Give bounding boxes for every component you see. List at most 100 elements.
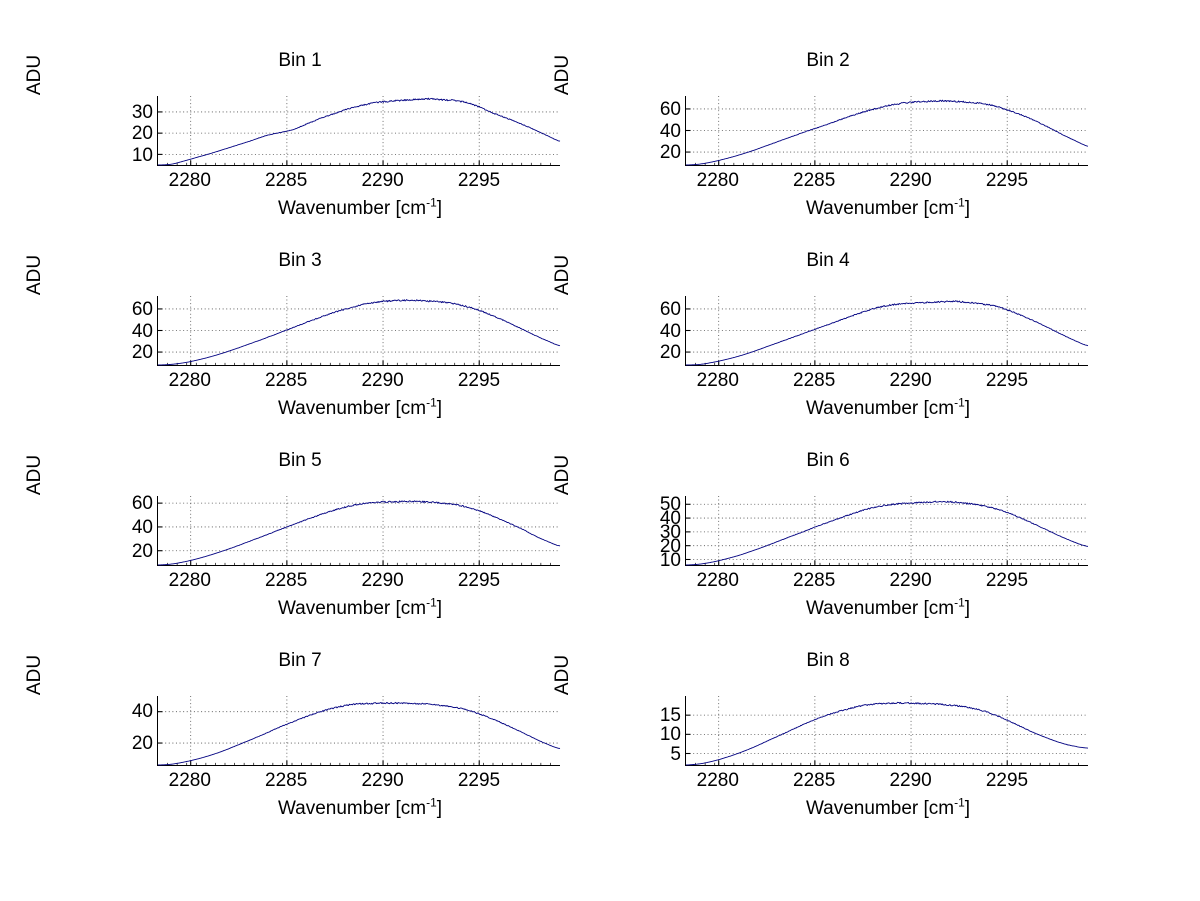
- x-tick-label: 2290: [361, 770, 404, 791]
- x-tick-label: 2285: [793, 770, 836, 791]
- y-axis-label: ADU: [552, 54, 573, 96]
- x-axis-label-text: Wavenumber [cm: [805, 198, 955, 219]
- y-tick-labels: 20 40 60: [92, 296, 153, 366]
- y-tick-labels: 5 10 15: [620, 696, 681, 766]
- x-axis-label-bracket: ]: [436, 198, 443, 219]
- x-tick-label: 2295: [457, 370, 501, 391]
- x-axis-label-exponent: -1: [426, 595, 437, 610]
- y-axis-label: ADU: [24, 654, 45, 696]
- x-tick-label: 2295: [985, 570, 1029, 591]
- plot-svg: [686, 696, 1088, 765]
- y-tick-label: 60: [131, 298, 153, 320]
- y-tick-label: 20: [659, 342, 681, 364]
- x-tick-labels: 2280 2285 2290 2295: [685, 770, 1088, 794]
- y-tick-label: 20: [659, 535, 681, 557]
- y-tick-label: 40: [659, 507, 681, 529]
- x-axis-label-text: Wavenumber [cm: [805, 798, 955, 819]
- x-axis-label-bracket: ]: [964, 598, 971, 619]
- x-tick-labels: 2280 2285 2290 2295: [685, 570, 1088, 594]
- y-axis-label: ADU: [24, 54, 45, 96]
- x-axis-label-text: Wavenumber [cm: [277, 798, 427, 819]
- x-tick-label: 2295: [457, 170, 501, 191]
- plot-panel-bin-2: Bin 2 ADU 20 40 60 2280 2285 2290 2295 Wavenumber…: [528, 50, 1128, 250]
- spectrum-line: [686, 702, 1088, 765]
- x-axis-label: Wavenumber [cm-1]: [100, 397, 620, 420]
- x-tick-label: 2285: [793, 370, 836, 391]
- x-axis-label-exponent: -1: [954, 395, 965, 410]
- x-tick-label: 2285: [793, 170, 836, 191]
- y-tick-label: 20: [131, 541, 153, 563]
- y-tick-labels: 20 40 60: [620, 96, 681, 166]
- y-axis-label: ADU: [24, 454, 45, 496]
- plot-axes: [157, 696, 560, 766]
- x-axis-label-text: Wavenumber [cm: [277, 398, 427, 419]
- x-tick-label: 2295: [457, 770, 501, 791]
- x-tick-label: 2290: [361, 170, 404, 191]
- x-axis-label-text: Wavenumber [cm: [277, 598, 427, 619]
- plot-svg: [158, 696, 560, 765]
- x-tick-label: 2280: [696, 170, 739, 191]
- plot-axes: [685, 496, 1088, 566]
- x-tick-label: 2285: [265, 370, 308, 391]
- plot-panel-bin-8: Bin 8 ADU 5 10 15 2280 2285 2290 2295 Wavenumber …: [528, 650, 1128, 850]
- y-tick-label: 10: [659, 724, 681, 746]
- x-tick-label: 2290: [361, 570, 404, 591]
- plot-axes: [157, 496, 560, 566]
- x-axis-label-bracket: ]: [436, 598, 443, 619]
- x-axis-label-text: Wavenumber [cm: [805, 598, 955, 619]
- y-tick-label: 60: [131, 492, 153, 514]
- x-tick-label: 2285: [265, 170, 308, 191]
- plot-svg: [158, 96, 560, 165]
- spectrum-line: [686, 501, 1088, 565]
- x-tick-label: 2290: [889, 370, 932, 391]
- plot-axes: [685, 696, 1088, 766]
- plot-panel-bin-1: Bin 1 ADU 10 20 30 2280 2285 2290 2295 Wavenumber…: [0, 50, 600, 250]
- y-tick-label: 5: [670, 743, 681, 765]
- y-tick-label: 30: [659, 521, 681, 543]
- y-tick-label: 20: [659, 142, 681, 164]
- panel-title: Bin 2: [806, 50, 850, 71]
- y-tick-label: 40: [659, 320, 681, 342]
- x-tick-labels: 2280 2285 2290 2295: [685, 170, 1088, 194]
- x-tick-label: 2280: [168, 570, 211, 591]
- x-axis-label: Wavenumber [cm-1]: [628, 195, 1148, 220]
- x-axis-label-bracket: ]: [964, 798, 971, 819]
- x-tick-label: 2295: [985, 170, 1029, 191]
- x-axis-label-exponent: -1: [954, 595, 965, 610]
- x-tick-label: 2280: [696, 570, 739, 591]
- panel-title: Bin 6: [806, 450, 850, 471]
- x-axis-label-exponent: -1: [426, 795, 437, 810]
- x-axis-label-bracket: ]: [436, 398, 443, 419]
- y-tick-label: 20: [131, 342, 153, 364]
- y-tick-label: 10: [659, 549, 681, 571]
- x-tick-label: 2295: [457, 570, 501, 591]
- spectrum-line: [158, 702, 560, 765]
- plot-panel-bin-4: Bin 4 ADU 20 40 60 2280 2285 2290 2295 Wavenumber…: [528, 250, 1128, 450]
- x-tick-label: 2280: [168, 370, 211, 391]
- plot-panel-bin-3: Bin 3 ADU 20 40 60 2280 2285 2290 2295 Wavenumber…: [0, 250, 600, 450]
- x-axis-label: Wavenumber [cm-1]: [100, 197, 620, 220]
- x-axis-label: Wavenumber [cm-1]: [100, 795, 620, 820]
- x-axis-label-exponent: -1: [954, 195, 965, 210]
- panel-title: Bin 3: [278, 250, 322, 271]
- x-axis-label: Wavenumber [cm-1]: [628, 595, 1148, 620]
- x-tick-label: 2290: [889, 170, 932, 191]
- x-tick-labels: 2280 2285 2290 2295: [157, 770, 560, 794]
- x-tick-label: 2280: [696, 770, 739, 791]
- x-axis-label-text: Wavenumber [cm: [805, 398, 955, 419]
- y-tick-label: 50: [659, 493, 681, 515]
- x-tick-labels: 2280 2285 2290 2295: [157, 370, 560, 394]
- y-tick-label: 40: [131, 701, 153, 723]
- x-tick-label: 2285: [265, 570, 308, 591]
- plot-svg: [686, 296, 1088, 365]
- plot-svg: [686, 96, 1088, 165]
- y-tick-label: 60: [659, 98, 681, 120]
- x-tick-labels: 2280 2285 2290 2295: [685, 370, 1088, 394]
- x-tick-label: 2290: [889, 770, 932, 791]
- plot-panel-bin-7: Bin 7 ADU 20 40 2280 2285 2290 2295 Wavenumber […: [0, 650, 600, 850]
- plot-panel-bin-6: Bin 6 ADU 10 20 30 40 50 2280 2285 2290 2295 Wavenu…: [528, 450, 1128, 650]
- panel-title: Bin 1: [278, 50, 322, 71]
- y-tick-label: 40: [659, 120, 681, 142]
- y-tick-label: 40: [131, 516, 153, 538]
